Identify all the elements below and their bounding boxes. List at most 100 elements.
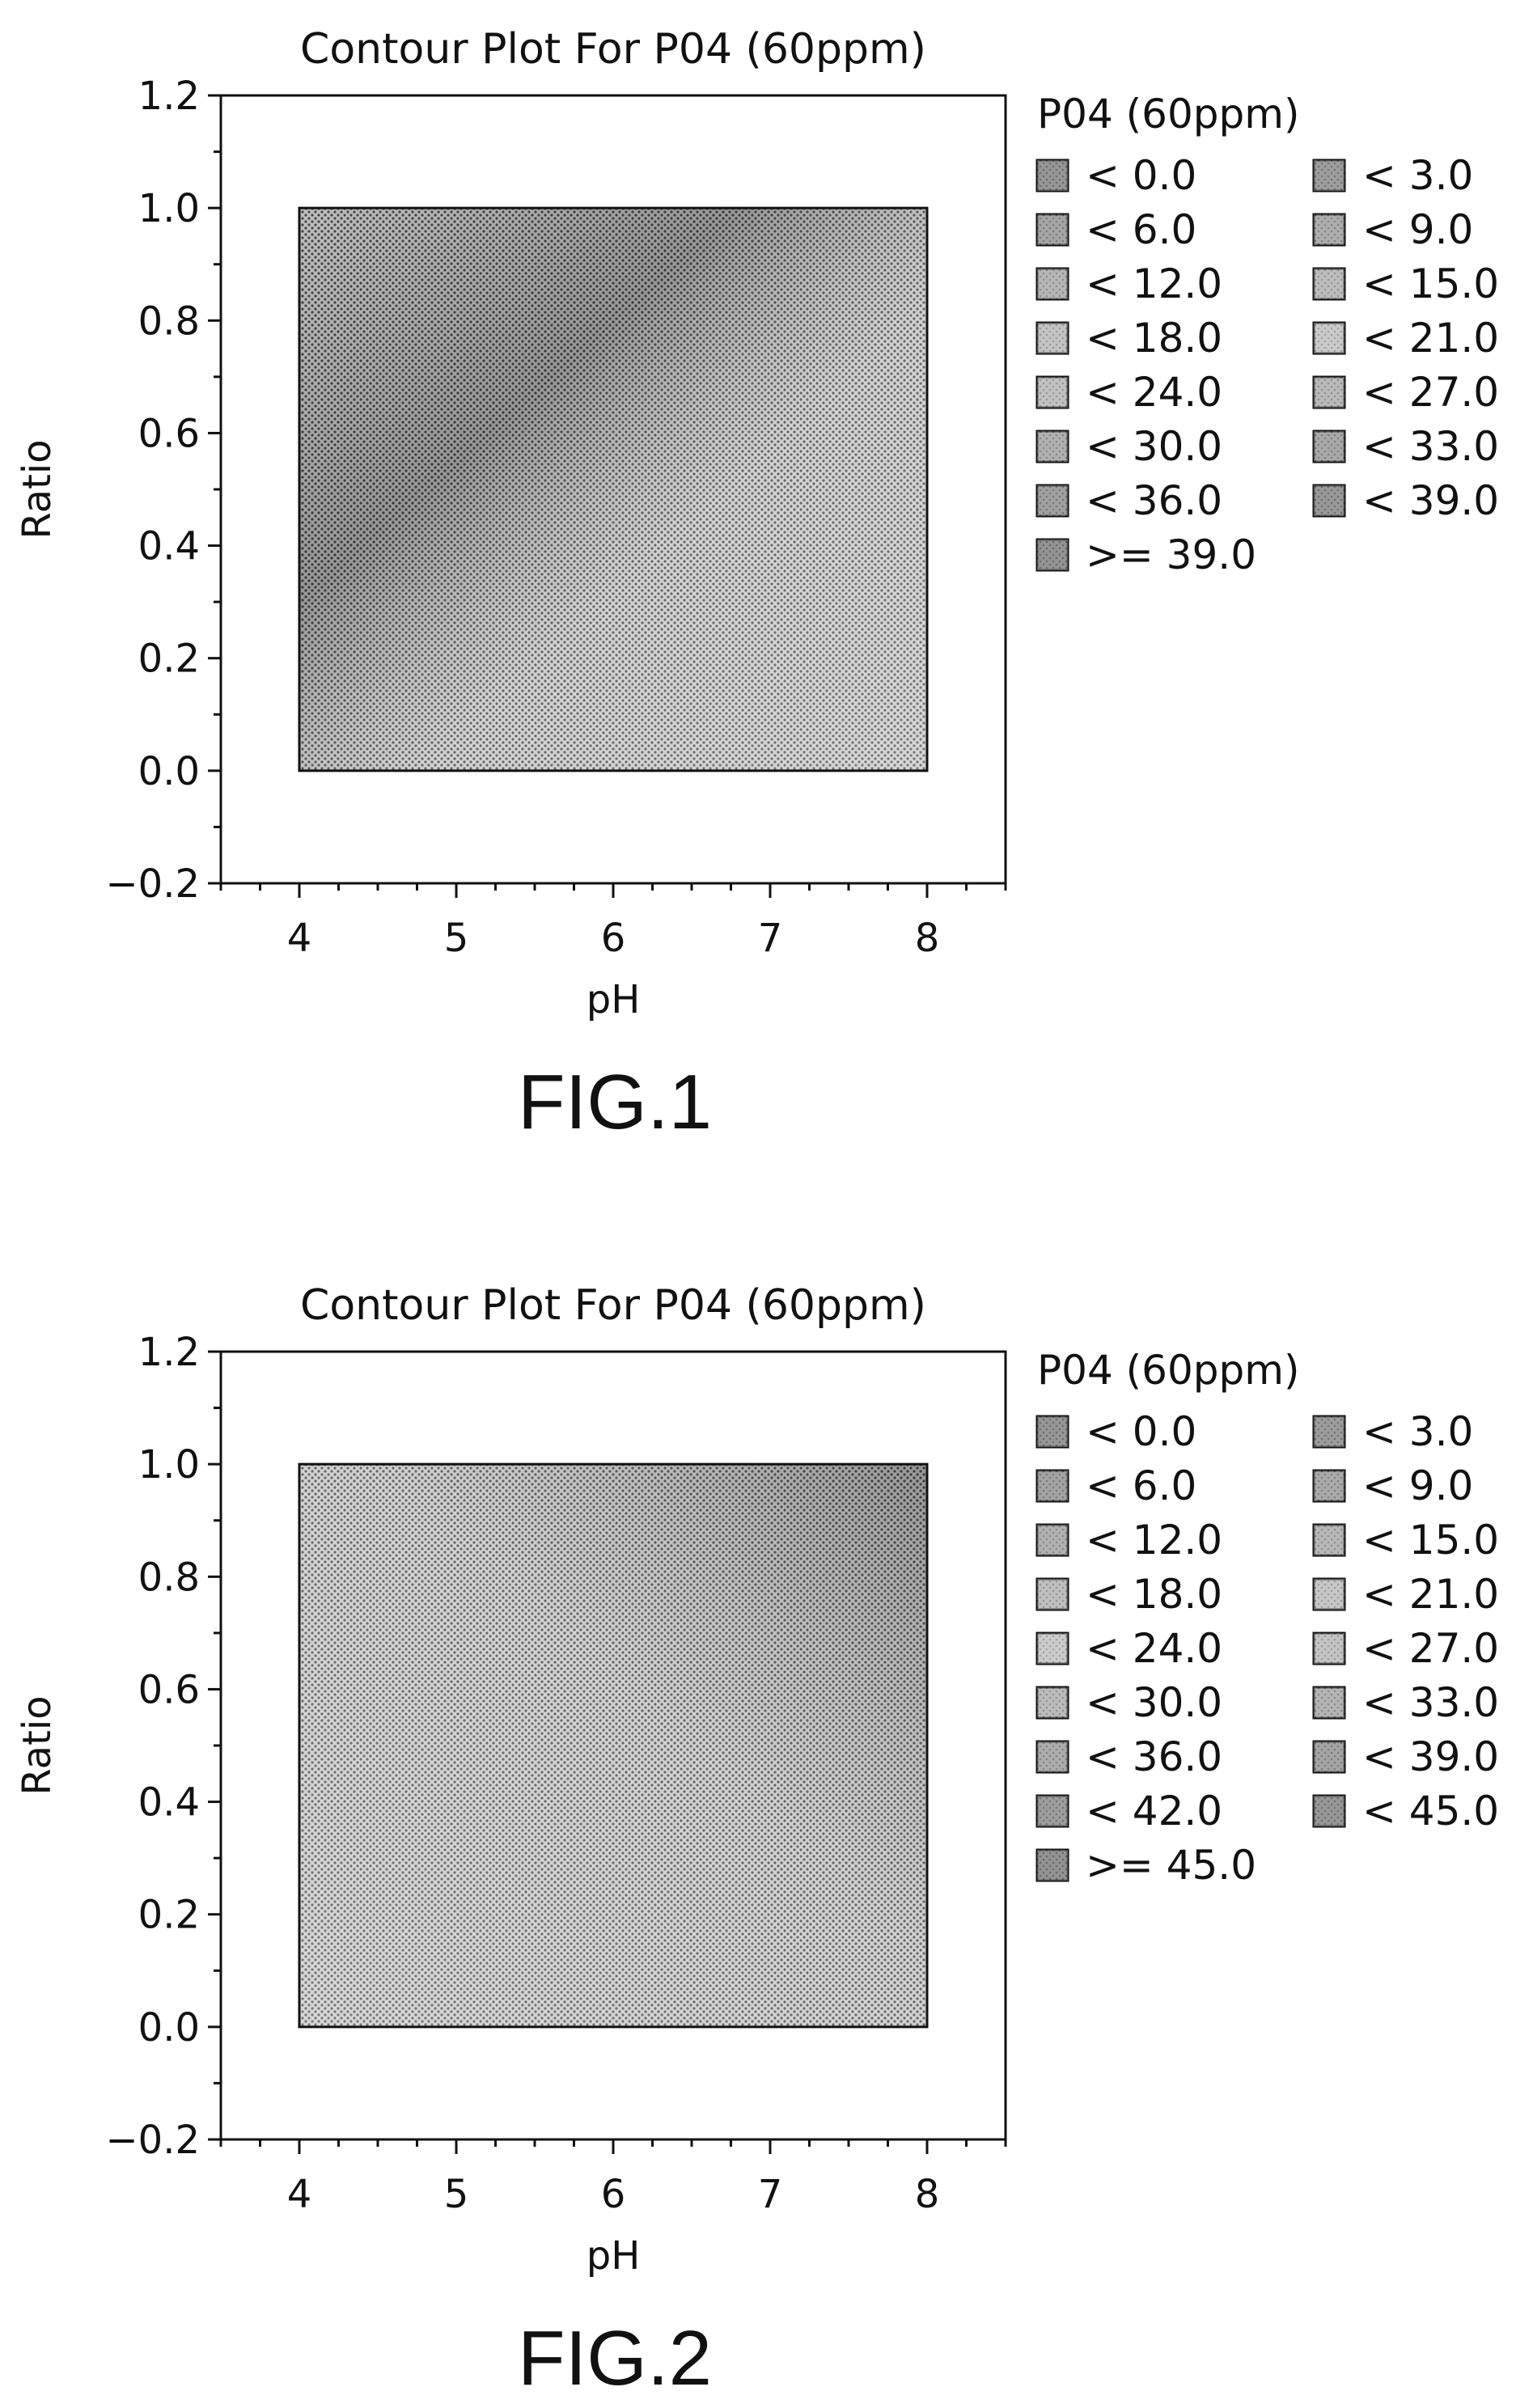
x-tick-label: 6 bbox=[601, 2172, 626, 2217]
legend-swatch-texture bbox=[1314, 1741, 1345, 1772]
legend-item: < 18.0 bbox=[1035, 1571, 1222, 1618]
legend-swatch-texture bbox=[1037, 1741, 1068, 1772]
legend-label: < 6.0 bbox=[1086, 1462, 1196, 1509]
x-tick-label: 5 bbox=[444, 2172, 469, 2217]
legend-label: < 12.0 bbox=[1086, 260, 1222, 307]
legend-swatch-texture bbox=[1037, 1850, 1068, 1881]
legend-swatch-texture bbox=[1037, 540, 1068, 570]
legend-item: < 30.0 bbox=[1035, 1679, 1222, 1726]
legend-swatch-texture bbox=[1037, 431, 1068, 462]
legend-label: < 36.0 bbox=[1086, 477, 1222, 524]
legend-label: < 24.0 bbox=[1086, 369, 1222, 416]
legend-label: < 33.0 bbox=[1362, 423, 1499, 470]
legend-label: >= 39.0 bbox=[1086, 531, 1256, 578]
x-tick-label: 7 bbox=[758, 916, 783, 961]
legend-swatch-texture bbox=[1037, 214, 1068, 245]
x-tick-label: 8 bbox=[915, 916, 940, 961]
legend-swatch-texture bbox=[1314, 1525, 1345, 1555]
y-axis-label: Ratio bbox=[15, 439, 60, 539]
legend-item: < 42.0 bbox=[1035, 1788, 1222, 1835]
legend-label: < 0.0 bbox=[1086, 1408, 1196, 1455]
y-tick-label: −0.2 bbox=[105, 861, 200, 907]
legend-label: < 18.0 bbox=[1086, 315, 1222, 362]
contour-shading bbox=[299, 208, 927, 771]
legend-swatch-texture bbox=[1037, 269, 1068, 299]
legend-item: < 27.0 bbox=[1312, 1625, 1499, 1672]
legend-label: < 3.0 bbox=[1362, 152, 1473, 199]
legend-item: < 9.0 bbox=[1312, 206, 1473, 253]
y-tick-label: 0.8 bbox=[138, 298, 200, 344]
contour-region-border bbox=[298, 1462, 929, 2029]
figure-2: Contour Plot For P04 (60ppm) −0.2 0.0 0.2 0.… bbox=[15, 1281, 1499, 2402]
legend-item: < 21.0 bbox=[1312, 1571, 1499, 1618]
legend-label: < 36.0 bbox=[1086, 1733, 1222, 1780]
legend-label: < 21.0 bbox=[1362, 315, 1499, 362]
legend-item: < 39.0 bbox=[1312, 477, 1499, 524]
figure-caption: FIG.1 bbox=[518, 1059, 712, 1145]
y-tick-label: 1.0 bbox=[138, 186, 200, 231]
legend-label: < 30.0 bbox=[1086, 1679, 1222, 1726]
y-tick-label: 0.4 bbox=[138, 1780, 200, 1826]
legend-label: < 18.0 bbox=[1086, 1571, 1222, 1618]
legend-label: < 33.0 bbox=[1362, 1679, 1499, 1726]
y-axis-label: Ratio bbox=[15, 1695, 60, 1795]
legend-label: < 24.0 bbox=[1086, 1625, 1222, 1672]
legend-title: P04 (60ppm) bbox=[1037, 1347, 1300, 1394]
y-tick-label: 0.6 bbox=[138, 1667, 200, 1712]
legend-swatch-texture bbox=[1037, 1525, 1068, 1555]
legend-swatch-texture bbox=[1037, 323, 1068, 353]
legend-swatch-texture bbox=[1314, 1633, 1345, 1664]
y-tick-label: 0.6 bbox=[138, 411, 200, 456]
legend-swatch-texture bbox=[1037, 1633, 1068, 1664]
legend-swatch-texture bbox=[1314, 1416, 1345, 1447]
legend-item: < 15.0 bbox=[1312, 260, 1499, 307]
legend-item: < 24.0 bbox=[1035, 369, 1222, 416]
y-tick-label: 0.0 bbox=[138, 749, 200, 794]
legend-item: < 36.0 bbox=[1035, 1733, 1222, 1780]
legend-item: < 27.0 bbox=[1312, 369, 1499, 416]
x-tick-label: 4 bbox=[287, 916, 312, 961]
legend-item: < 39.0 bbox=[1312, 1733, 1499, 1780]
chart-title: Contour Plot For P04 (60ppm) bbox=[300, 1281, 926, 1330]
legend-swatch-texture bbox=[1314, 1687, 1345, 1718]
legend-item: < 9.0 bbox=[1312, 1462, 1473, 1509]
legend-swatch-texture bbox=[1037, 1471, 1068, 1501]
figure-1: Contour Plot For P04 (60ppm) −0.2 0.0 0.2 0.… bbox=[15, 25, 1499, 1145]
legend-label: < 27.0 bbox=[1362, 369, 1499, 416]
legend-item: < 12.0 bbox=[1035, 260, 1222, 307]
legend-swatch-texture bbox=[1314, 431, 1345, 462]
legend-swatch-texture bbox=[1037, 1579, 1068, 1610]
x-axis-label: pH bbox=[587, 977, 641, 1022]
legend-swatch-texture bbox=[1037, 1687, 1068, 1718]
legend: P04 (60ppm) < 0.0 < 3.0 < 6.0 < 9.0 < 12.0 < 1… bbox=[1035, 91, 1499, 578]
legend-swatch-texture bbox=[1314, 323, 1345, 353]
y-tick-label: 1.2 bbox=[138, 74, 200, 119]
legend-item: >= 39.0 bbox=[1035, 531, 1256, 578]
legend-item: < 18.0 bbox=[1035, 315, 1222, 362]
legend-label: < 6.0 bbox=[1086, 206, 1196, 253]
legend-item: < 0.0 bbox=[1035, 1408, 1196, 1455]
x-tick-label: 5 bbox=[444, 916, 469, 961]
legend-swatch-texture bbox=[1037, 160, 1068, 191]
x-tick-label: 7 bbox=[758, 2172, 783, 2217]
y-tick-label: 1.0 bbox=[138, 1442, 200, 1488]
legend-item: < 3.0 bbox=[1312, 152, 1473, 199]
legend-label: < 9.0 bbox=[1362, 1462, 1473, 1509]
legend-title: P04 (60ppm) bbox=[1037, 91, 1300, 138]
legend-item: < 12.0 bbox=[1035, 1517, 1222, 1564]
contour-region-border bbox=[298, 206, 929, 772]
legend-swatch-texture bbox=[1314, 1579, 1345, 1610]
legend-swatch-texture bbox=[1037, 1796, 1068, 1826]
legend-label: < 39.0 bbox=[1362, 1733, 1499, 1780]
legend-label: < 21.0 bbox=[1362, 1571, 1499, 1618]
legend-item: < 21.0 bbox=[1312, 315, 1499, 362]
legend-label: >= 45.0 bbox=[1086, 1842, 1256, 1889]
legend-swatch-texture bbox=[1314, 485, 1345, 516]
y-tick-label: 0.2 bbox=[138, 637, 200, 682]
y-tick-label: 0.8 bbox=[138, 1555, 200, 1600]
figure-caption: FIG.2 bbox=[518, 2315, 712, 2402]
contour-shading bbox=[299, 1464, 927, 2027]
legend-item: < 45.0 bbox=[1312, 1788, 1499, 1835]
x-axis-label: pH bbox=[587, 2233, 641, 2279]
